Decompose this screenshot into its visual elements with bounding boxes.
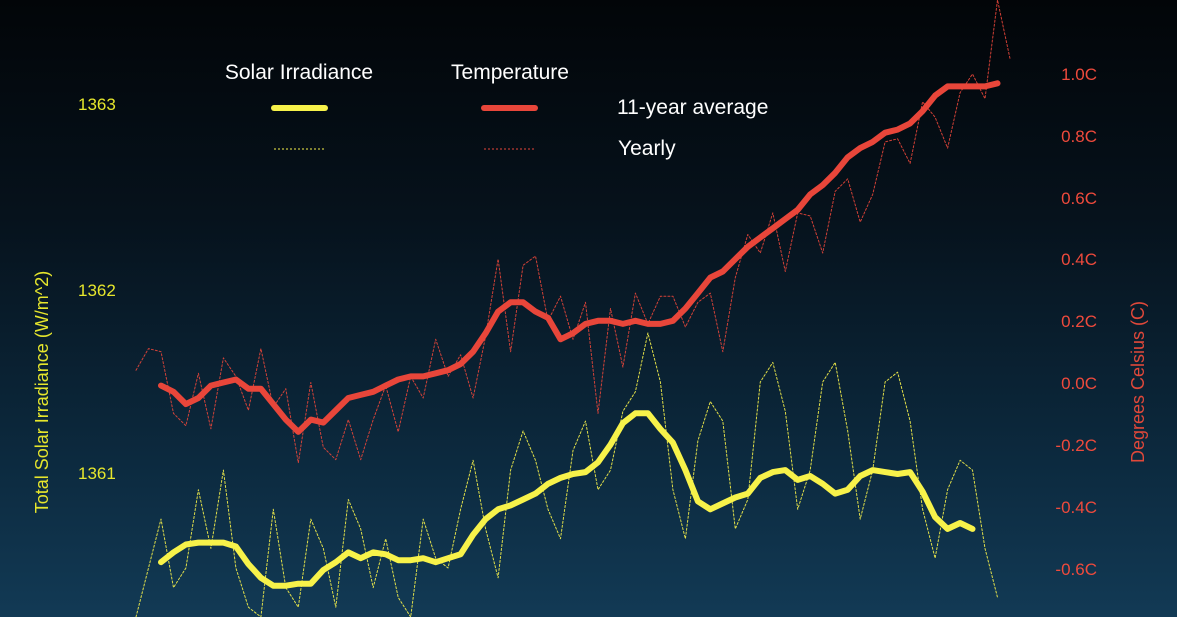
right-tick-neg0.6: -0.6C bbox=[1055, 560, 1097, 579]
left-axis: 1363 1362 1361 Total Solar Irradiance (W… bbox=[32, 95, 116, 513]
legend-header-temperature: Temperature bbox=[451, 61, 569, 84]
legend-average-label: 11-year average bbox=[617, 96, 768, 119]
solar-irradiance-yearly-line bbox=[135, 332, 998, 617]
left-tick-1363: 1363 bbox=[78, 95, 116, 114]
temperature-yearly-line bbox=[135, 0, 1011, 464]
right-tick-0.0: 0.0C bbox=[1061, 374, 1097, 393]
right-tick-1.0: 1.0C bbox=[1061, 65, 1097, 84]
right-tick-neg0.4: -0.4C bbox=[1055, 498, 1097, 517]
right-tick-neg0.2: -0.2C bbox=[1055, 436, 1097, 455]
series-layer bbox=[135, 0, 1011, 617]
right-tick-0.2: 0.2C bbox=[1061, 312, 1097, 331]
left-tick-1361: 1361 bbox=[78, 464, 116, 483]
right-axis: 1.0C 0.8C 0.6C 0.4C 0.2C 0.0C -0.2C -0.4… bbox=[1055, 65, 1148, 579]
left-tick-1362: 1362 bbox=[78, 281, 116, 300]
right-tick-0.4: 0.4C bbox=[1061, 250, 1097, 269]
solar-irradiance-11-year-average-line bbox=[158, 410, 976, 589]
legend-yearly-label: Yearly bbox=[618, 137, 676, 160]
left-axis-label: Total Solar Irradiance (W/m^2) bbox=[32, 271, 52, 514]
right-tick-0.6: 0.6C bbox=[1061, 189, 1097, 208]
legend: Solar Irradiance Temperature 11-year ave… bbox=[225, 61, 769, 160]
legend-header-solar: Solar Irradiance bbox=[225, 61, 373, 84]
temperature-11-year-average-line bbox=[158, 80, 1001, 435]
right-axis-label: Degrees Celsius (C) bbox=[1128, 301, 1148, 463]
right-tick-0.8: 0.8C bbox=[1061, 127, 1097, 146]
